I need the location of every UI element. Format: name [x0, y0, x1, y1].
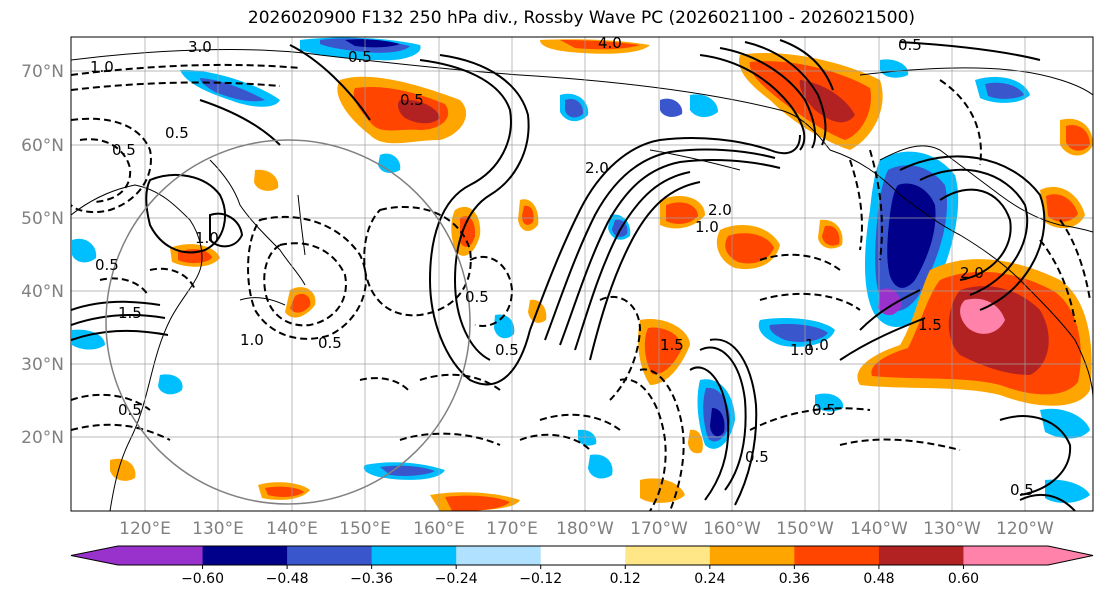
colorbar-tick-label: −0.24 [435, 571, 478, 587]
dashed-contours [71, 63, 1091, 511]
map-border [70, 36, 1094, 512]
svg-text:0.5: 0.5 [165, 124, 189, 142]
svg-text:0.5: 0.5 [495, 341, 519, 359]
reference-circle [105, 139, 471, 505]
svg-text:0.5: 0.5 [745, 448, 769, 466]
colorbar-tick-label: 0.12 [610, 571, 641, 587]
colorbar-extend-low [71, 546, 118, 565]
svg-text:1.0: 1.0 [790, 341, 814, 359]
svg-text:1.5: 1.5 [118, 304, 142, 322]
lon-label-130e: 130°E [192, 519, 244, 539]
svg-text:1.0: 1.0 [195, 229, 219, 247]
coastlines [71, 49, 1093, 511]
colorbar-segment [202, 546, 288, 565]
colorbar-segment [540, 546, 626, 565]
svg-text:1.0: 1.0 [240, 331, 264, 349]
colorbar: −0.60 −0.48 −0.36 −0.24 −0.12 0.12 0.24 0.36 0.4… [70, 545, 1094, 587]
lat-label-50: 50°N [21, 209, 64, 229]
svg-text:0.5: 0.5 [1010, 481, 1034, 499]
lon-label-170w: 170°W [630, 519, 688, 539]
svg-text:0.5: 0.5 [898, 36, 922, 54]
colorbar-segment [709, 546, 795, 565]
svg-text:1.0: 1.0 [695, 218, 719, 236]
colorbar-segment [625, 546, 711, 565]
svg-text:0.5: 0.5 [400, 91, 424, 109]
lon-label-180w: 180°W [556, 519, 614, 539]
colorbar-tick-label: −0.48 [266, 571, 309, 587]
colorbar-tick-label: −0.36 [350, 571, 393, 587]
svg-text:1.5: 1.5 [660, 336, 684, 354]
svg-text:1.5: 1.5 [918, 316, 942, 334]
svg-text:0.5: 0.5 [318, 334, 342, 352]
lon-label-120w: 120°W [996, 519, 1054, 539]
lon-label-170e: 170°E [486, 519, 538, 539]
svg-text:0.5: 0.5 [95, 256, 119, 274]
lon-label-150w: 150°W [776, 519, 834, 539]
colorbar-tick-label: −0.60 [181, 571, 224, 587]
lat-label-20: 20°N [21, 428, 64, 448]
svg-text:1.0: 1.0 [805, 336, 829, 354]
colorbar-tick-label: 0.36 [779, 571, 810, 587]
colorbar-segment [287, 546, 373, 565]
lat-label-30: 30°N [21, 355, 64, 375]
colorbar-tick-label: 0.48 [863, 571, 894, 587]
colorbar-tick-label: 0.24 [694, 571, 725, 587]
map-content: 3.0 0.5 0.5 4.0 0.5 1.0 0.5 0.5 2.0 2.0 … [71, 34, 1093, 511]
lon-label-150e: 150°E [339, 519, 391, 539]
svg-text:4.0: 4.0 [598, 34, 622, 52]
colorbar-segment [794, 546, 880, 565]
svg-text:0.5: 0.5 [812, 401, 836, 419]
colorbar-extend-high [1048, 546, 1093, 565]
svg-text:3.0: 3.0 [188, 38, 212, 56]
lat-label-60: 60°N [21, 136, 64, 156]
latitude-labels: 70°N 60°N 50°N 40°N 30°N 20°N [21, 62, 64, 448]
lon-label-120e: 120°E [119, 519, 171, 539]
svg-text:2.0: 2.0 [585, 159, 609, 177]
contour-labels: 3.0 0.5 0.5 4.0 0.5 1.0 0.5 0.5 2.0 2.0 … [90, 34, 1034, 499]
lat-label-40: 40°N [21, 282, 64, 302]
colorbar-segment [371, 546, 457, 565]
solid-contours [71, 39, 1076, 511]
lat-label-70: 70°N [21, 62, 64, 82]
colorbar-tick-label: 0.60 [948, 571, 979, 587]
svg-text:0.5: 0.5 [118, 401, 142, 419]
colorbar-segment [456, 546, 542, 565]
colorbar-segment [963, 546, 1049, 565]
gridlines [71, 37, 1093, 511]
svg-text:0.5: 0.5 [112, 141, 136, 159]
lon-label-140w: 140°W [850, 519, 908, 539]
lon-label-160w: 160°W [703, 519, 761, 539]
colorbar-segment [118, 546, 204, 565]
colorbar-outline [70, 545, 1094, 566]
svg-text:2.0: 2.0 [708, 201, 732, 219]
map-title: 2026020900 F132 250 hPa div., Rossby Wav… [247, 8, 916, 28]
lon-label-160e: 160°E [413, 519, 465, 539]
svg-text:2.0: 2.0 [960, 264, 984, 282]
longitude-labels: 120°E 130°E 140°E 150°E 160°E 170°E 180°… [119, 519, 1054, 539]
svg-text:0.5: 0.5 [348, 48, 372, 66]
colorbar-segment [878, 546, 964, 565]
svg-text:0.5: 0.5 [465, 288, 489, 306]
lon-label-130w: 130°W [923, 519, 981, 539]
svg-text:1.0: 1.0 [90, 58, 114, 76]
colorbar-tick-label: −0.12 [519, 571, 562, 587]
lon-label-140e: 140°E [266, 519, 318, 539]
